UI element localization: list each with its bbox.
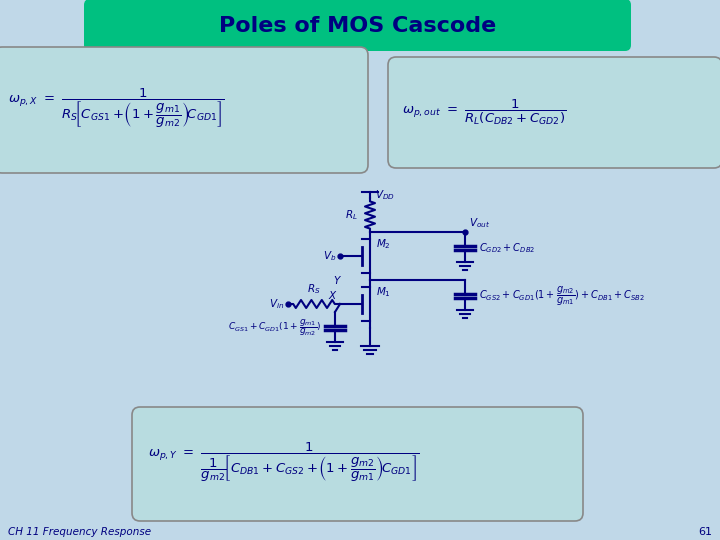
- Text: $M_1$: $M_1$: [376, 285, 391, 299]
- Text: CH 11 Frequency Response: CH 11 Frequency Response: [8, 527, 151, 537]
- FancyBboxPatch shape: [132, 407, 583, 521]
- Text: $V_b$: $V_b$: [323, 249, 336, 263]
- FancyBboxPatch shape: [0, 47, 368, 173]
- Text: 61: 61: [698, 527, 712, 537]
- Text: $C_{GS2}+C_{GD1}(1+\dfrac{g_{m2}}{g_{m1}})+C_{DB1}+C_{SB2}$: $C_{GS2}+C_{GD1}(1+\dfrac{g_{m2}}{g_{m1}…: [479, 285, 645, 307]
- Text: $\omega_{p,X}\ =\ \dfrac{1}{R_S\!\left[C_{GS1}+\!\left(1+\dfrac{g_{m1}}{g_{m2}}\: $\omega_{p,X}\ =\ \dfrac{1}{R_S\!\left[C…: [8, 86, 225, 130]
- Text: $C_{GD2}+C_{DB2}$: $C_{GD2}+C_{DB2}$: [479, 241, 535, 255]
- Text: $R_S$: $R_S$: [307, 282, 321, 296]
- Text: $Y$: $Y$: [333, 274, 342, 286]
- Text: $X$: $X$: [328, 289, 338, 301]
- Text: $V_{out}$: $V_{out}$: [469, 216, 490, 230]
- Text: Poles of MOS Cascode: Poles of MOS Cascode: [220, 16, 497, 36]
- FancyBboxPatch shape: [84, 0, 631, 51]
- FancyBboxPatch shape: [388, 57, 720, 168]
- Text: $\omega_{p,out}\ =\ \dfrac{1}{R_L(C_{DB2}+C_{GD2})}$: $\omega_{p,out}\ =\ \dfrac{1}{R_L(C_{DB2…: [402, 97, 567, 126]
- Text: $\omega_{p,Y}\ =\ \dfrac{1}{\dfrac{1}{g_{m2}}\!\left[C_{DB1}+C_{GS2}+\!\left(1+\: $\omega_{p,Y}\ =\ \dfrac{1}{\dfrac{1}{g_…: [148, 441, 419, 483]
- Text: $V_{DD}$: $V_{DD}$: [375, 188, 395, 202]
- Text: $C_{GS1}+C_{GD1}(1+\dfrac{g_{m1}}{g_{m2}})$: $C_{GS1}+C_{GD1}(1+\dfrac{g_{m1}}{g_{m2}…: [228, 318, 321, 339]
- Text: $V_{in}$: $V_{in}$: [269, 297, 284, 311]
- Text: $R_L$: $R_L$: [345, 208, 358, 222]
- Text: $M_2$: $M_2$: [376, 237, 391, 251]
